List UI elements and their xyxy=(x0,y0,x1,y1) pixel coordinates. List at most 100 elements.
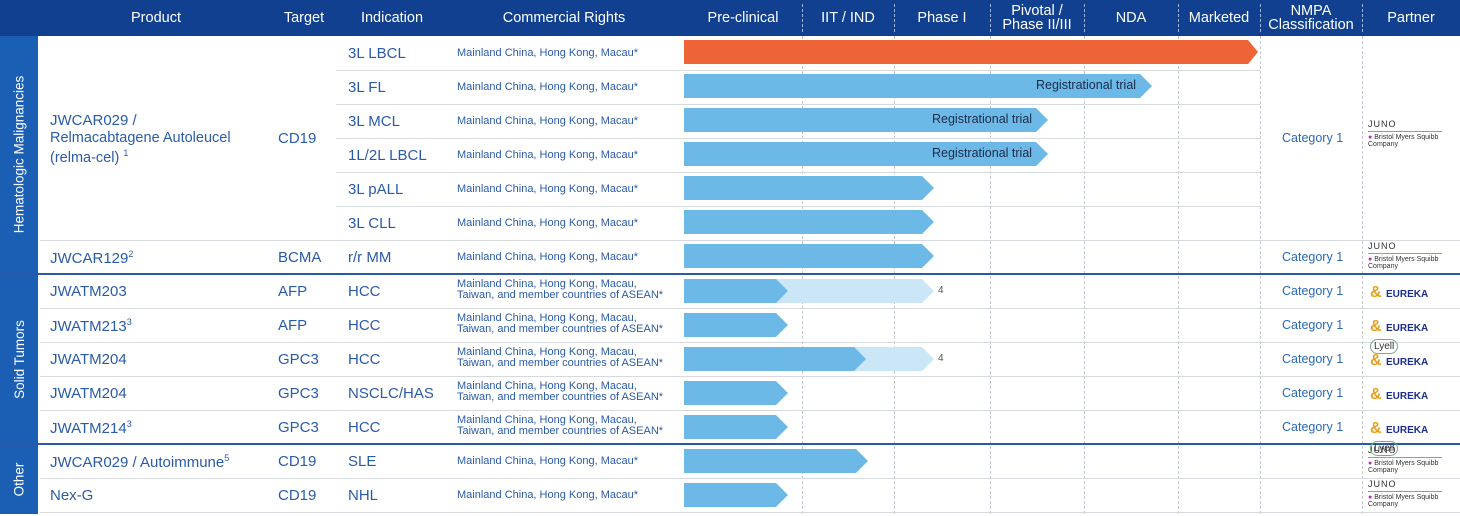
partner-juno-bms: JUNO ● Bristol Myers Squibb Company xyxy=(1368,242,1442,270)
header-pivotal-line1: Pivotal / xyxy=(1011,3,1063,19)
product-name: JWATM204 xyxy=(50,351,127,368)
eureka-icon: & xyxy=(1370,386,1382,403)
product-relma-sup: 1 xyxy=(123,148,129,158)
header-phase1: Phase I xyxy=(917,10,967,26)
partner-eureka: & EUREKA xyxy=(1370,386,1428,404)
indication: NSCLC/HAS xyxy=(348,385,434,402)
product-relma-line1: JWCAR029 / xyxy=(50,112,137,129)
rights-line1: Mainland China, Hong Kong, Macau, xyxy=(457,380,637,392)
product-jwatm204-nsclc: JWATM204 xyxy=(50,385,127,402)
header-rights: Commercial Rights xyxy=(502,10,626,26)
bar-nex-g xyxy=(684,483,788,507)
bms-icon: ● xyxy=(1368,134,1375,141)
header-nmpa-line2: Classification xyxy=(1268,17,1354,33)
bar-jwatm204-hcc xyxy=(684,347,866,371)
rights-long: Mainland China, Hong Kong, Macau, Taiwan,… xyxy=(457,279,663,301)
header-preclinical: Pre-clinical xyxy=(707,10,779,26)
target: AFP xyxy=(278,317,308,334)
stage-divider xyxy=(1084,36,1085,514)
stage-divider xyxy=(802,36,803,514)
product-jwatm213: JWATM2133 xyxy=(50,317,132,335)
bar-label-mcl: Registrational trial xyxy=(932,112,1033,126)
rights-text: Mainland China, Hong Kong, Macau* xyxy=(457,47,639,59)
group-label-other: Other xyxy=(0,445,38,514)
rights-text: Mainland China, Hong Kong, Macau* xyxy=(457,489,639,501)
category: Category 1 xyxy=(1282,386,1344,400)
rights-text: Mainland China, Hong Kong, Macau* xyxy=(457,115,639,127)
bms-line1: Bristol Myers Squibb xyxy=(1374,460,1439,467)
category: Category 1 xyxy=(1282,420,1344,434)
indication-3l-lbcl: 3L LBCL xyxy=(348,45,406,62)
stage-divider xyxy=(1362,36,1363,514)
indication-3l-cll: 3L CLL xyxy=(348,215,396,232)
rights-long: Mainland China, Hong Kong, Macau, Taiwan,… xyxy=(457,347,663,369)
target: AFP xyxy=(278,283,308,300)
eureka-icon: & xyxy=(1370,284,1382,301)
product-jwcar029-autoimmune: JWCAR029 / Autoimmune5 xyxy=(50,453,229,471)
bar-3l-pall xyxy=(684,176,934,200)
eureka-logo: EUREKA xyxy=(1386,391,1429,402)
bar-jwatm214 xyxy=(684,415,788,439)
rights-text: Mainland China, Hong Kong, Macau* xyxy=(457,81,639,93)
category: Category 1 xyxy=(1282,352,1344,366)
category: Category 1 xyxy=(1282,284,1344,298)
header-pivotal-line2: Phase II/III xyxy=(1002,17,1072,33)
partner-juno-bms: JUNO ● Bristol Myers Squibb Company xyxy=(1368,446,1442,474)
bar-jwatm204-nsclc xyxy=(684,381,788,405)
bar-3l-fl xyxy=(684,74,1152,98)
group-label-heme: Hematologic Malignancies xyxy=(0,36,38,273)
stage-divider xyxy=(1178,36,1179,514)
eureka-logo: EUREKA xyxy=(1386,425,1429,436)
header-partner: Partner xyxy=(1387,10,1435,26)
bms-line2: Company xyxy=(1368,467,1398,474)
target: GPC3 xyxy=(278,351,319,368)
stage-divider xyxy=(894,36,895,514)
bms-line2: Company xyxy=(1368,141,1398,148)
rights-text: Mainland China, Hong Kong, Macau* xyxy=(457,251,639,263)
product-name: JWATM213 xyxy=(50,318,127,335)
product-name: JWATM203 xyxy=(50,283,127,300)
rights-text: Mainland China, Hong Kong, Macau* xyxy=(457,149,639,161)
table-header: Product Target Indication Commercial Rig… xyxy=(0,0,1460,36)
partner-eureka: & EUREKA xyxy=(1370,352,1428,370)
stage-divider xyxy=(1260,36,1261,514)
product-nex-g: Nex-G xyxy=(50,487,93,504)
lyell-logo: Lyell xyxy=(1370,339,1399,354)
bar-3l-lbcl-marketed xyxy=(684,40,1258,64)
bar-1l2l-lbcl xyxy=(684,142,1048,166)
eureka-icon: & xyxy=(1370,420,1382,437)
bms-logo: ● Bristol Myers Squibb xyxy=(1368,460,1442,467)
product-relma-line3: (relma-cel) 1 xyxy=(50,148,128,166)
product-jwatm204-hcc: JWATM204 xyxy=(50,351,127,368)
category: Category 1 xyxy=(1282,318,1344,332)
category-relma: Category 1 xyxy=(1282,131,1344,145)
indication: HCC xyxy=(348,283,381,300)
target: CD19 xyxy=(278,453,317,470)
partner-eureka-lyell: & EUREKA Lyell xyxy=(1370,318,1460,354)
bar-jwcar129 xyxy=(684,244,934,268)
eureka-logo: EUREKA xyxy=(1386,289,1429,300)
indication-3l-fl: 3L FL xyxy=(348,79,386,96)
rights-line1: Mainland China, Hong Kong, Macau, xyxy=(457,414,637,426)
stage-divider xyxy=(990,36,991,514)
rights-line1: Mainland China, Hong Kong, Macau, xyxy=(457,278,637,290)
bms-logo: ● Bristol Myers Squibb xyxy=(1368,134,1442,141)
header-target: Target xyxy=(283,10,325,26)
target: CD19 xyxy=(278,487,317,504)
product-sup: 5 xyxy=(224,453,230,463)
partner-juno-bms: JUNO ● Bristol Myers Squibb Company xyxy=(1368,120,1442,148)
bar-jwatm203 xyxy=(684,279,788,303)
bar-jwcar029-sle xyxy=(684,449,868,473)
bar-3l-cll xyxy=(684,210,934,234)
rights-line2: Taiwan, and member countries of ASEAN* xyxy=(457,357,664,369)
header-iit: IIT / IND xyxy=(821,10,875,26)
header-product: Product xyxy=(131,10,181,26)
bar-jwatm203-extension xyxy=(760,279,934,303)
rights-long: Mainland China, Hong Kong, Macau, Taiwan,… xyxy=(457,415,663,437)
product-jwatm214: JWATM2143 xyxy=(50,419,132,437)
eureka-logo: EUREKA xyxy=(1386,323,1429,334)
rights-long: Mainland China, Hong Kong, Macau, Taiwan,… xyxy=(457,313,663,335)
lyell-logo: Lyell xyxy=(1370,441,1399,456)
rights-long: Mainland China, Hong Kong, Macau, Taiwan,… xyxy=(457,381,663,403)
